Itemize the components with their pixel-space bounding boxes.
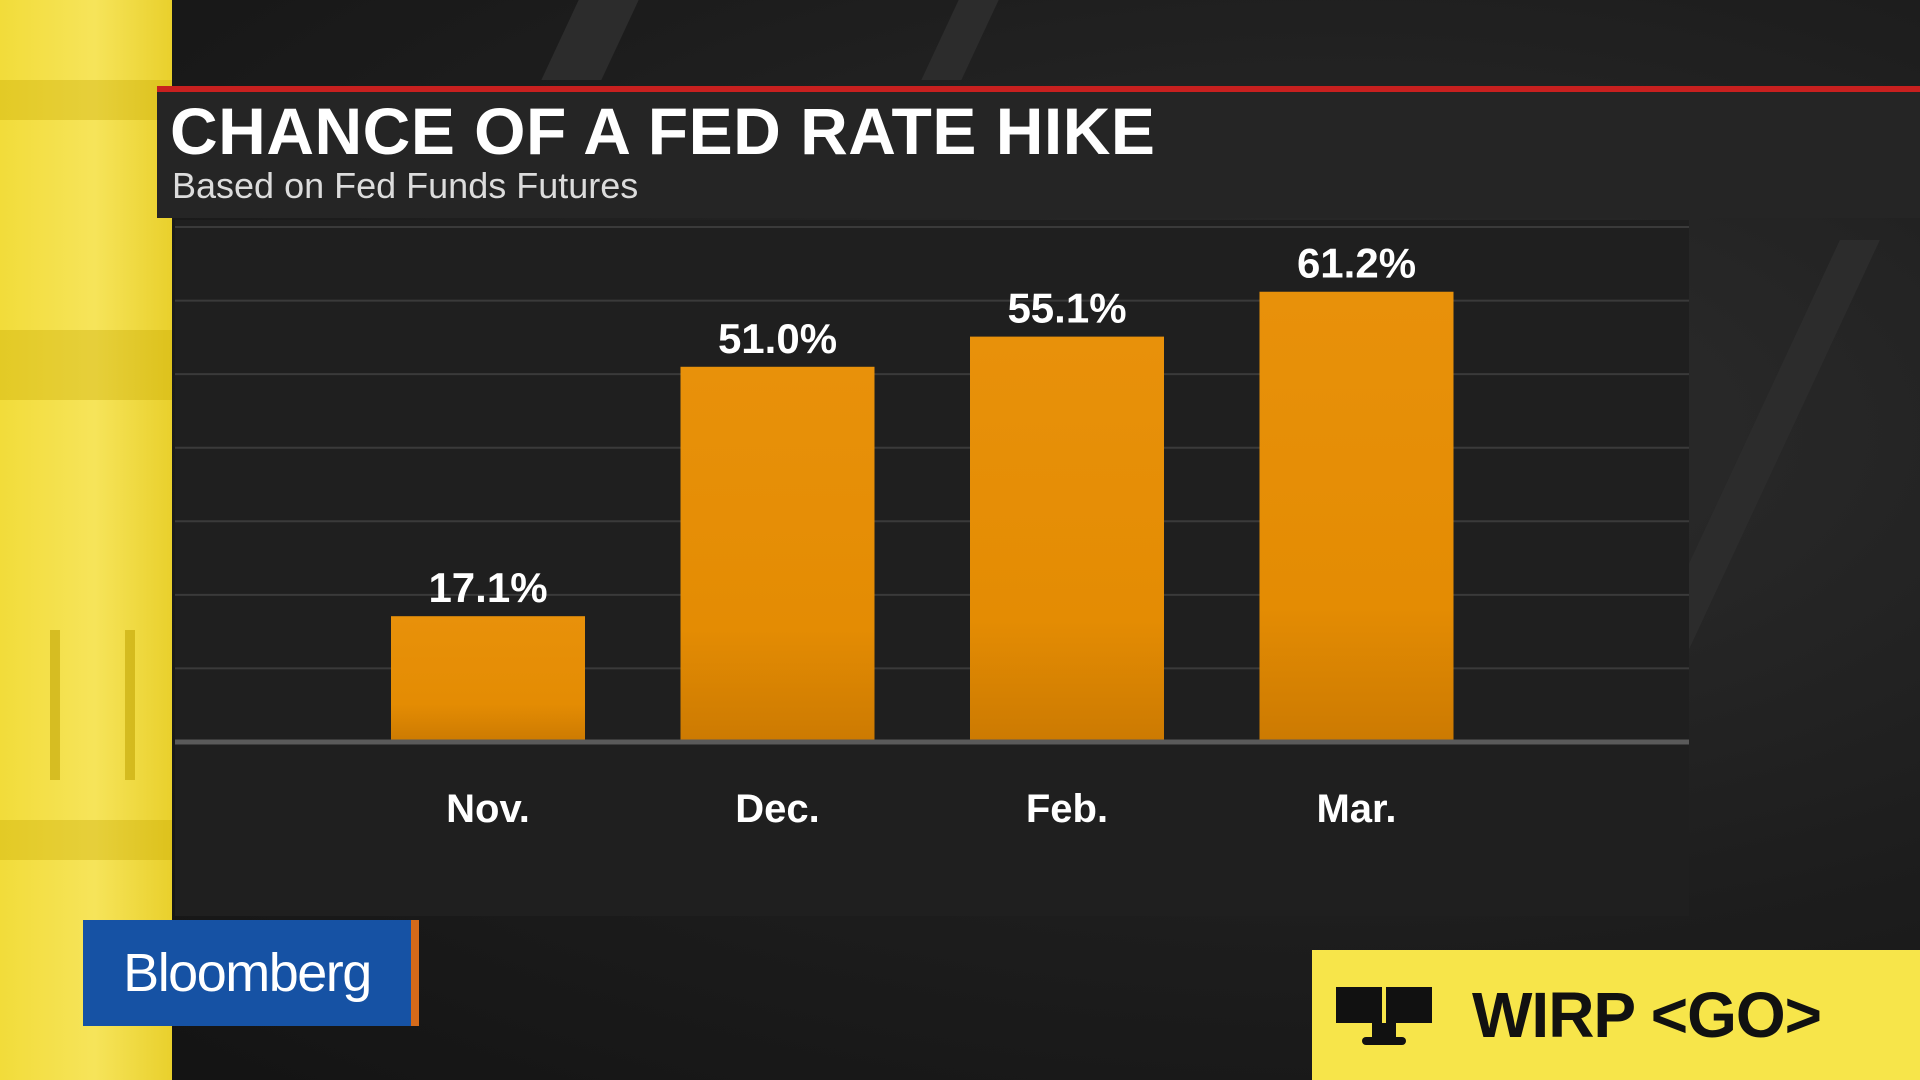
bloomberg-logo-text: Bloomberg <box>123 943 372 1003</box>
chart-title: CHANCE OF A FED RATE HIKE <box>170 94 1156 168</box>
x-tick-label: Feb. <box>1026 787 1108 831</box>
bar-dec <box>680 366 875 742</box>
title-bar <box>157 86 1920 218</box>
panel-band <box>0 330 172 400</box>
data-label: 51.0% <box>718 315 837 362</box>
bar-nov <box>391 616 585 742</box>
data-label: 17.1% <box>428 564 547 611</box>
chart-subtitle: Based on Fed Funds Futures <box>172 165 639 206</box>
x-tick-label: Dec. <box>735 787 820 831</box>
bar-mar <box>1259 291 1454 742</box>
x-tick-label: Nov. <box>446 787 530 831</box>
yellow-side-panel <box>0 0 172 1080</box>
function-code-banner: WIRP <GO> <box>1312 950 1920 1080</box>
panel-band <box>0 820 172 860</box>
bar-chart: 17.1% Nov. 51.0% Dec. 55.1% Feb. 61.2% Mar. <box>175 226 1689 831</box>
panel-line <box>125 630 135 780</box>
panel-line <box>50 630 60 780</box>
function-code-text: WIRP <GO> <box>1472 979 1822 1051</box>
data-label: 55.1% <box>1007 285 1126 332</box>
x-tick-label: Mar. <box>1316 787 1396 831</box>
bloomberg-logo: Bloomberg <box>83 920 419 1026</box>
bar-feb <box>970 336 1164 742</box>
terminal-icon <box>1332 979 1436 1051</box>
panel-band <box>0 80 172 120</box>
data-label: 61.2% <box>1297 240 1416 287</box>
